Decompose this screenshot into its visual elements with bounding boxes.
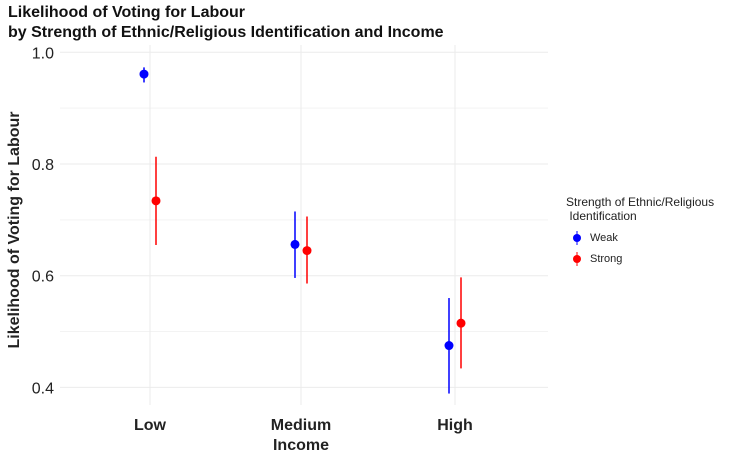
y-tick-label: 0.6 xyxy=(32,269,54,286)
legend-key-strong xyxy=(570,252,584,266)
legend-item-weak: Weak xyxy=(570,231,618,245)
legend-item-strong: Strong xyxy=(570,252,622,266)
point-weak xyxy=(139,69,149,79)
point-weak xyxy=(290,239,300,249)
y-axis-label: Likelihood of Voting for Labour xyxy=(6,111,23,348)
x-tick-label: High xyxy=(437,417,473,434)
point-strong xyxy=(456,318,466,328)
x-axis-label: Income xyxy=(273,437,329,454)
y-tick-label: 1.0 xyxy=(32,45,54,62)
x-tick-label: Medium xyxy=(271,417,331,434)
x-tick-label: Low xyxy=(134,417,167,434)
point-strong xyxy=(302,246,312,256)
y-tick-label: 0.4 xyxy=(32,380,54,397)
chart-title: Likelihood of Voting for Labour xyxy=(8,4,246,21)
point-strong xyxy=(151,196,161,206)
legend-label-weak: Weak xyxy=(590,232,618,244)
y-tick-label: 0.8 xyxy=(32,157,54,174)
legend-label-strong: Strong xyxy=(590,253,623,265)
legend-title: Strength of Ethnic/Religious Identificat… xyxy=(566,195,715,223)
legend-key-weak xyxy=(570,231,584,245)
chart-subtitle: by Strength of Ethnic/Religious Identifi… xyxy=(8,24,444,41)
point-weak xyxy=(444,341,454,351)
